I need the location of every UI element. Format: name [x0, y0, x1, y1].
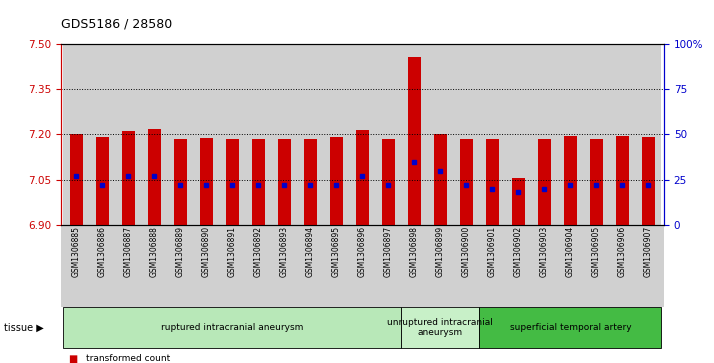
- Text: GSM1306889: GSM1306889: [176, 226, 185, 277]
- Text: GSM1306891: GSM1306891: [228, 226, 237, 277]
- Text: GSM1306887: GSM1306887: [124, 226, 133, 277]
- Text: transformed count: transformed count: [86, 354, 170, 363]
- Bar: [64, 44, 89, 225]
- Text: GSM1306893: GSM1306893: [280, 226, 289, 277]
- Bar: [226, 139, 238, 225]
- Bar: [376, 44, 401, 225]
- Text: superficial temporal artery: superficial temporal artery: [510, 323, 631, 332]
- Bar: [401, 44, 428, 225]
- Bar: [252, 139, 265, 225]
- Bar: [635, 44, 661, 225]
- Text: GSM1306900: GSM1306900: [462, 226, 471, 277]
- Text: GSM1306892: GSM1306892: [254, 226, 263, 277]
- Bar: [356, 130, 369, 225]
- Bar: [590, 139, 603, 225]
- Text: ruptured intracranial aneurysm: ruptured intracranial aneurysm: [161, 323, 303, 332]
- Bar: [531, 44, 558, 225]
- Bar: [96, 137, 109, 225]
- Bar: [148, 129, 161, 225]
- Bar: [610, 44, 635, 225]
- Bar: [616, 136, 629, 225]
- Bar: [174, 139, 187, 225]
- Text: unruptured intracranial
aneurysm: unruptured intracranial aneurysm: [388, 318, 493, 337]
- Text: GDS5186 / 28580: GDS5186 / 28580: [61, 18, 172, 31]
- Bar: [304, 139, 317, 225]
- Bar: [512, 178, 525, 225]
- Bar: [70, 134, 83, 225]
- Text: GSM1306906: GSM1306906: [618, 226, 627, 277]
- Bar: [297, 44, 323, 225]
- Text: GSM1306886: GSM1306886: [98, 226, 107, 277]
- Bar: [428, 44, 453, 225]
- Bar: [323, 44, 349, 225]
- Bar: [564, 136, 577, 225]
- Bar: [558, 44, 583, 225]
- Bar: [453, 44, 479, 225]
- Text: GSM1306905: GSM1306905: [592, 226, 601, 277]
- Bar: [434, 134, 447, 225]
- Text: tissue ▶: tissue ▶: [4, 323, 44, 333]
- Bar: [479, 44, 506, 225]
- Bar: [141, 44, 167, 225]
- Bar: [642, 137, 655, 225]
- Text: GSM1306890: GSM1306890: [202, 226, 211, 277]
- Text: GSM1306888: GSM1306888: [150, 226, 159, 277]
- Bar: [506, 44, 531, 225]
- Bar: [193, 44, 219, 225]
- Bar: [89, 44, 115, 225]
- Bar: [200, 138, 213, 225]
- Text: GSM1306904: GSM1306904: [566, 226, 575, 277]
- Bar: [271, 44, 297, 225]
- Text: GSM1306901: GSM1306901: [488, 226, 497, 277]
- Text: GSM1306907: GSM1306907: [644, 226, 653, 277]
- Bar: [219, 44, 246, 225]
- Bar: [122, 131, 135, 225]
- Bar: [330, 137, 343, 225]
- Text: GSM1306885: GSM1306885: [72, 226, 81, 277]
- Bar: [486, 139, 499, 225]
- Bar: [115, 44, 141, 225]
- Text: GSM1306895: GSM1306895: [332, 226, 341, 277]
- Text: GSM1306899: GSM1306899: [436, 226, 445, 277]
- Bar: [167, 44, 193, 225]
- Text: GSM1306898: GSM1306898: [410, 226, 419, 277]
- Bar: [583, 44, 610, 225]
- Bar: [408, 57, 421, 225]
- Bar: [349, 44, 376, 225]
- Text: GSM1306894: GSM1306894: [306, 226, 315, 277]
- Bar: [382, 139, 395, 225]
- Text: GSM1306896: GSM1306896: [358, 226, 367, 277]
- Bar: [246, 44, 271, 225]
- Text: GSM1306897: GSM1306897: [384, 226, 393, 277]
- Bar: [278, 139, 291, 225]
- Text: ■: ■: [68, 354, 77, 363]
- Text: GSM1306902: GSM1306902: [514, 226, 523, 277]
- Bar: [538, 139, 551, 225]
- Bar: [460, 139, 473, 225]
- Text: GSM1306903: GSM1306903: [540, 226, 549, 277]
